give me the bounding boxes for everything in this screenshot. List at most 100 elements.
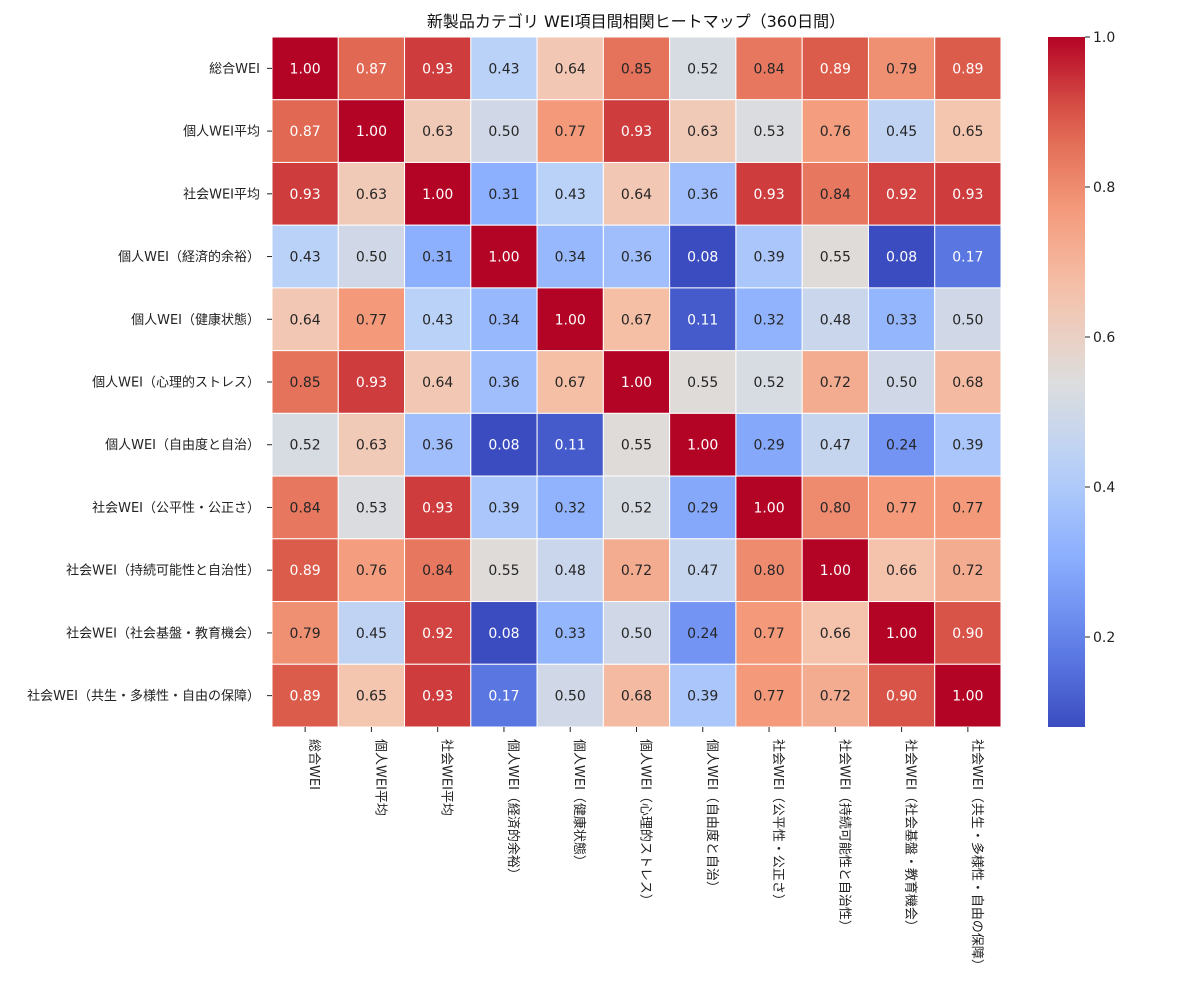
heatmap-cell <box>602 224 671 289</box>
cell-value-label: 1.00 <box>356 124 387 140</box>
cell-value-label: 0.84 <box>820 187 851 203</box>
heatmap-cell <box>536 224 604 289</box>
cell-value-label: 0.84 <box>753 61 784 77</box>
heatmap-cell <box>602 36 671 101</box>
heatmap-cell <box>271 287 339 352</box>
heatmap-cell <box>934 663 1002 728</box>
cell-value-label: 0.31 <box>488 187 519 203</box>
cell-value-label: 0.45 <box>886 124 917 140</box>
cell-value-label: 0.55 <box>687 375 718 391</box>
row-tick-label: 社会WEI（共生・多様性・自由の保障） <box>27 688 260 704</box>
cell-value-label: 0.47 <box>687 563 718 579</box>
heatmap-cell <box>801 412 869 477</box>
cell-value-label: 0.43 <box>290 250 321 266</box>
cell-value-label: 0.65 <box>952 124 983 140</box>
cell-value-label: 0.34 <box>555 250 586 266</box>
heatmap-cell <box>867 36 936 101</box>
heatmap-cell <box>934 601 1002 665</box>
heatmap-cell <box>271 475 339 540</box>
cell-value-label: 0.68 <box>621 689 652 705</box>
cell-value-label: 0.66 <box>886 563 917 579</box>
colorbar-tick-label: 0.6 <box>1093 330 1115 346</box>
cell-value-label: 0.11 <box>687 312 718 328</box>
heatmap-cell <box>470 287 538 352</box>
heatmap-cell <box>536 287 604 352</box>
heatmap-cell <box>801 161 869 226</box>
heatmap-cell <box>934 161 1002 226</box>
cell-value-label: 0.50 <box>952 312 983 328</box>
row-tick-label: 個人WEI平均 <box>183 125 260 140</box>
cell-value-label: 0.84 <box>290 500 321 516</box>
heatmap-cell <box>404 287 472 352</box>
heatmap-cell <box>669 161 737 226</box>
column-tick-label: 総合WEI <box>306 739 321 790</box>
heatmap-cell <box>801 663 869 728</box>
cell-value-label: 0.77 <box>356 312 387 328</box>
row-tick-label: 個人WEI（健康状態） <box>131 312 260 328</box>
cell-value-label: 0.52 <box>621 500 652 516</box>
cell-value-label: 1.00 <box>820 563 851 579</box>
heatmap-cell <box>271 350 339 414</box>
cell-value-label: 0.08 <box>886 250 917 266</box>
heatmap-cell <box>271 412 339 477</box>
heatmap-cell <box>602 663 671 728</box>
heatmap-cell <box>536 99 604 163</box>
heatmap-cell <box>470 36 538 101</box>
cell-value-label: 1.00 <box>488 250 519 266</box>
cell-value-label: 0.53 <box>753 124 784 140</box>
heatmap-cell <box>735 412 803 477</box>
cell-value-label: 0.68 <box>952 375 983 391</box>
cell-value-label: 0.50 <box>356 250 387 266</box>
cell-value-label: 0.85 <box>290 375 321 391</box>
cell-value-label: 0.29 <box>687 500 718 516</box>
cell-value-label: 0.33 <box>886 312 917 328</box>
column-tick-label: 社会WEI平均 <box>439 739 455 816</box>
cell-value-label: 0.45 <box>356 626 387 642</box>
cell-value-label: 0.77 <box>886 500 917 516</box>
cell-value-label: 0.67 <box>621 312 652 328</box>
cell-value-label: 0.36 <box>621 250 652 266</box>
heatmap-cell <box>271 538 339 603</box>
heatmap-cell <box>404 161 472 226</box>
cell-value-label: 0.55 <box>820 250 851 266</box>
cell-value-label: 1.00 <box>555 312 586 328</box>
cell-value-label: 0.87 <box>356 61 387 77</box>
cell-value-label: 0.08 <box>488 438 519 454</box>
cell-value-label: 0.29 <box>753 438 784 454</box>
cell-value-label: 0.43 <box>488 61 519 77</box>
heatmap-cell <box>602 161 671 226</box>
cell-value-label: 0.39 <box>952 438 983 454</box>
heatmap-cell <box>337 287 406 352</box>
cell-value-label: 0.77 <box>753 626 784 642</box>
cell-value-label: 0.77 <box>753 689 784 705</box>
heatmap-cell <box>470 601 538 665</box>
column-labels: 総合WEI 個人WEI平均 社会WEI平均 個人WEI（経済的余裕） 個人WEI（健康状… <box>304 727 985 972</box>
cell-value-label: 0.34 <box>488 312 519 328</box>
cell-value-label: 0.17 <box>952 250 983 266</box>
heatmap-cell <box>536 663 604 728</box>
cell-value-label: 0.80 <box>820 500 851 516</box>
heatmap-cell <box>934 99 1002 163</box>
cell-value-label: 0.11 <box>555 438 586 454</box>
cell-value-label: 1.00 <box>687 438 718 454</box>
cell-value-label: 1.00 <box>753 500 784 516</box>
heatmap-cell <box>602 287 671 352</box>
cell-value-label: 0.72 <box>820 689 851 705</box>
heatmap-cell <box>934 287 1002 352</box>
row-tick-label: 個人WEI（自由度と自治） <box>105 437 260 453</box>
cell-value-label: 0.79 <box>886 61 917 77</box>
cell-value-label: 1.00 <box>886 626 917 642</box>
cell-value-label: 0.92 <box>422 626 453 642</box>
heatmap-cell <box>602 601 671 665</box>
heatmap-cell <box>470 475 538 540</box>
cell-value-label: 0.90 <box>886 689 917 705</box>
heatmap-cell <box>801 224 869 289</box>
cell-value-label: 0.93 <box>422 500 453 516</box>
heatmap-cell <box>934 538 1002 603</box>
cell-value-label: 0.64 <box>290 312 321 328</box>
cell-value-label: 0.79 <box>290 626 321 642</box>
cell-value-label: 0.93 <box>290 187 321 203</box>
cell-value-label: 0.08 <box>488 626 519 642</box>
cell-value-label: 0.36 <box>488 375 519 391</box>
heatmap-cell <box>735 36 803 101</box>
